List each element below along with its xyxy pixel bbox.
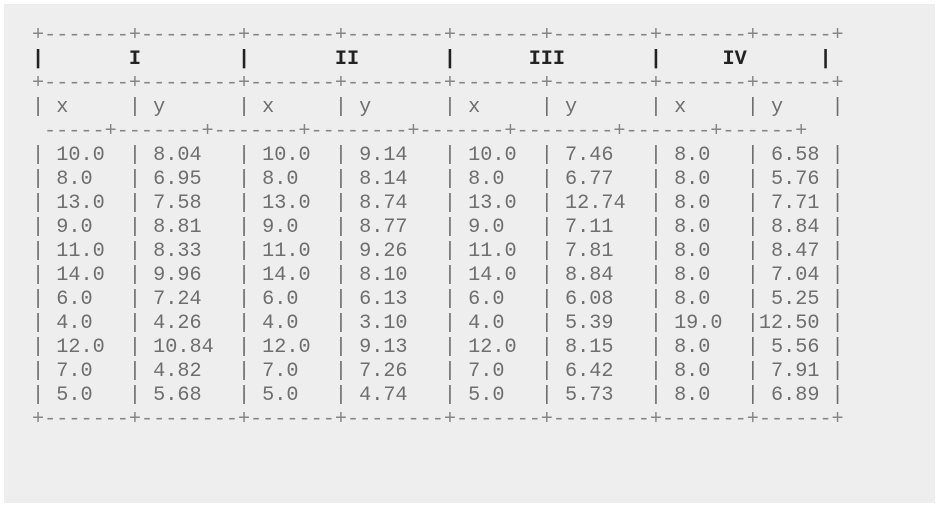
- table-row: | 4.0 | 4.26 | 4.0 | 3.10 | 4.0 | 5.39 |…: [32, 312, 844, 335]
- table-row: | 12.0 | 10.84 | 12.0 | 9.13 | 12.0 | 8.…: [32, 336, 844, 359]
- table-border-bottom: +-------+--------+-------+--------+-----…: [32, 408, 844, 431]
- table-row: | 8.0 | 6.95 | 8.0 | 8.14 | 8.0 | 6.77 |…: [32, 168, 844, 191]
- table-row: | 13.0 | 7.58 | 13.0 | 8.74 | 13.0 | 12.…: [32, 192, 844, 215]
- table-border-columns: -----+-------+-------+--------+-------+-…: [44, 120, 808, 143]
- table-column-header-row: | x | y | x | y | x | y | x | y |: [32, 96, 844, 119]
- table-border-mid: +-------+--------+-------+--------+-----…: [32, 72, 844, 95]
- table-row: | 6.0 | 7.24 | 6.0 | 6.13 | 6.0 | 6.08 |…: [32, 288, 844, 311]
- code-block-panel: +-------+--------+-------+--------+-----…: [4, 4, 935, 503]
- ascii-data-table: +-------+--------+-------+--------+-----…: [32, 24, 912, 494]
- table-border-top: +-------+--------+-------+--------+-----…: [32, 24, 844, 47]
- table-row: | 10.0 | 8.04 | 10.0 | 9.14 | 10.0 | 7.4…: [32, 144, 844, 167]
- table-row: | 14.0 | 9.96 | 14.0 | 8.10 | 14.0 | 8.8…: [32, 264, 844, 287]
- table-row: | 11.0 | 8.33 | 11.0 | 9.26 | 11.0 | 7.8…: [32, 240, 844, 263]
- table-row: | 9.0 | 8.81 | 9.0 | 8.77 | 9.0 | 7.11 |…: [32, 216, 844, 239]
- table-row: | 5.0 | 5.68 | 5.0 | 4.74 | 5.0 | 5.73 |…: [32, 384, 844, 407]
- table-row: | 7.0 | 4.82 | 7.0 | 7.26 | 7.0 | 6.42 |…: [32, 360, 844, 383]
- table-group-header-row: | I | II | III | IV |: [32, 48, 832, 71]
